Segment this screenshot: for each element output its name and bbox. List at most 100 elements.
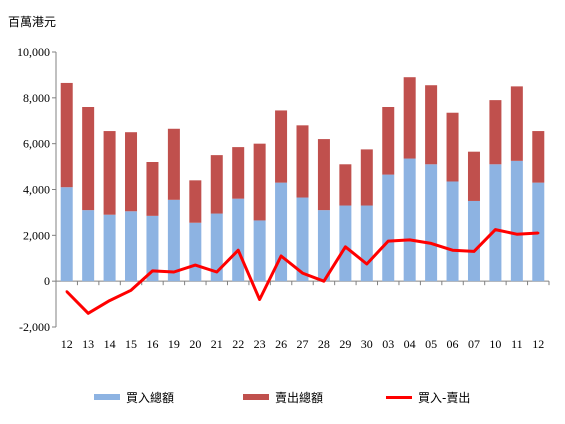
x-tick-label: 03: [382, 337, 394, 351]
bar-buy: [467, 200, 480, 282]
net-line-point: [365, 262, 369, 266]
bar-sell: [532, 131, 545, 183]
bar-buy: [296, 197, 309, 282]
x-tick-label: 12: [532, 337, 544, 351]
y-tick-label: 6,000: [23, 137, 50, 151]
x-tick-label: 07: [468, 337, 480, 351]
net-line-point: [494, 228, 497, 231]
bar-sell: [317, 139, 330, 211]
y-axis: -2,000 0 2,000 4,000 6,000 8,000 10,000: [17, 45, 57, 334]
bar-buy: [510, 160, 523, 282]
y-tick-label: 10,000: [17, 45, 50, 59]
bar-sell: [446, 112, 459, 182]
bar-buy: [232, 198, 245, 282]
x-tick-label: 30: [361, 337, 373, 351]
bar-sell: [382, 107, 395, 175]
x-tick-label: 05: [425, 337, 437, 351]
bar-sell: [167, 128, 180, 200]
bar-buy: [125, 211, 138, 282]
net-line-point: [236, 249, 240, 252]
bar-buy: [317, 210, 330, 282]
bar-sell: [425, 85, 438, 165]
bar-buy: [425, 164, 438, 282]
bar-sell: [510, 86, 523, 161]
net-line-point: [387, 239, 390, 243]
net-line-point: [301, 271, 304, 275]
bar-buy: [167, 199, 180, 282]
legend-swatch-buy: [94, 394, 120, 400]
bar-sell: [275, 110, 288, 183]
bar-sell: [403, 77, 416, 159]
bar-buy: [210, 213, 223, 282]
net-line-point: [322, 279, 326, 283]
y-tick-label: 8,000: [23, 91, 50, 105]
y-tick-label: 0: [44, 274, 50, 288]
x-tick-label: 13: [82, 337, 94, 351]
legend: 買入總額 賣出總額 買入-賣出: [0, 389, 565, 409]
x-axis: 12 13 14 15 16 19 20 21 22 23 26 27 28 29 30 03 04 05 06 07…: [55, 280, 550, 351]
x-tick-label: 04: [404, 337, 416, 351]
legend-item-sell: 賣出總額: [243, 389, 323, 405]
bar-sell: [210, 155, 223, 214]
net-line-point: [151, 269, 154, 273]
net-line-point: [537, 231, 540, 235]
net-line-point: [279, 254, 283, 258]
net-line-point: [108, 299, 111, 302]
bar-sell: [60, 82, 73, 188]
bar-sell: [360, 149, 373, 206]
net-line-point: [472, 250, 476, 253]
y-tick-label: 2,000: [23, 228, 50, 242]
legend-swatch-sell: [243, 394, 269, 400]
bar-buy: [360, 205, 373, 282]
legend-swatch-net: [386, 395, 412, 399]
net-line-point: [215, 270, 218, 274]
x-tick-label: 28: [318, 337, 330, 351]
net-line-point: [515, 232, 519, 236]
bar-buy: [189, 222, 202, 282]
x-tick-label: 23: [254, 337, 266, 351]
net-line-series: [65, 228, 540, 315]
net-line-point: [451, 249, 454, 252]
bar-buy: [253, 220, 266, 282]
bar-sell: [189, 180, 202, 223]
bar-sell: [467, 151, 480, 201]
net-line-point: [86, 312, 90, 315]
bar-sell: [82, 107, 95, 211]
bar-sell: [125, 132, 138, 212]
bar-buy: [403, 158, 416, 282]
legend-item-net: 買入-賣出: [386, 389, 470, 405]
legend-label-buy: 買入總額: [126, 390, 175, 405]
bar-buy: [489, 164, 502, 282]
x-tick-label: 10: [489, 337, 501, 351]
bar-sell: [253, 143, 266, 221]
net-line-point: [429, 242, 433, 245]
y-axis-unit-label: 百萬港元: [8, 15, 57, 29]
legend-item-buy: 買入總額: [94, 389, 174, 405]
bar-buy: [382, 174, 395, 282]
x-tick-label: 26: [275, 337, 287, 351]
x-tick-label: 14: [104, 337, 116, 351]
x-tick-label: 16: [146, 337, 158, 351]
net-line-point: [344, 245, 347, 248]
net-line-point: [65, 290, 68, 293]
net-line-point: [194, 263, 197, 267]
y-tick-label: -2,000: [19, 320, 50, 334]
bar-sell: [146, 162, 159, 216]
net-line-point: [408, 238, 411, 242]
bar-sell: [489, 100, 502, 165]
y-tick-label: 4,000: [23, 183, 50, 197]
bar-sell: [339, 164, 352, 206]
bar-buy: [339, 205, 352, 282]
x-tick-label: 06: [447, 337, 459, 351]
x-tick-label: 22: [232, 337, 244, 351]
bar-buy: [82, 210, 95, 282]
x-tick-label: 29: [339, 337, 351, 351]
bar-buy: [60, 187, 73, 282]
legend-label-sell: 賣出總額: [275, 390, 324, 405]
bar-buy: [446, 181, 459, 282]
net-line-point: [172, 270, 176, 274]
bar-buy: [103, 214, 116, 282]
bar-sell: [296, 125, 309, 198]
net-line-point: [258, 298, 261, 301]
